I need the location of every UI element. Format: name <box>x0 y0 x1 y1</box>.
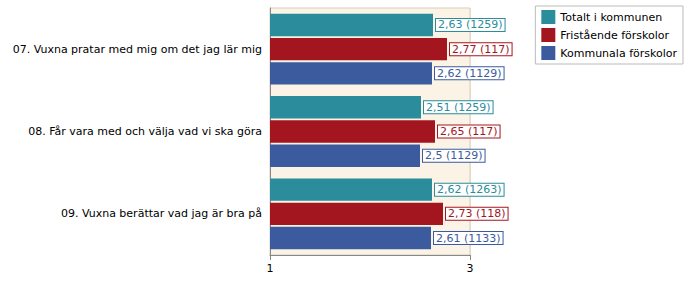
svg-text:Kommunala förskolor: Kommunala förskolor <box>560 47 677 60</box>
svg-text:2,51 (1259): 2,51 (1259) <box>426 101 491 114</box>
svg-text:3: 3 <box>467 262 474 275</box>
svg-text:2,77 (117): 2,77 (117) <box>452 43 510 56</box>
svg-text:Fristående förskolor: Fristående förskolor <box>560 29 669 42</box>
svg-text:Totalt i kommunen: Totalt i kommunen <box>559 11 662 24</box>
svg-text:07. Vuxna pratar med mig om de: 07. Vuxna pratar med mig om det jag lär … <box>13 43 262 56</box>
svg-text:2,73 (118): 2,73 (118) <box>448 207 506 220</box>
svg-text:2,65 (117): 2,65 (117) <box>440 125 498 138</box>
svg-text:2,62 (1263): 2,62 (1263) <box>437 183 502 196</box>
svg-text:08. Får vara med och välja vad: 08. Får vara med och välja vad vi ska gö… <box>28 125 262 138</box>
svg-text:2,62 (1129): 2,62 (1129) <box>437 67 502 80</box>
svg-text:2,63 (1259): 2,63 (1259) <box>438 18 503 31</box>
svg-text:1: 1 <box>267 262 274 275</box>
svg-text:2,61 (1133): 2,61 (1133) <box>436 232 501 245</box>
svg-text:09. Vuxna berättar vad jag är: 09. Vuxna berättar vad jag är bra på <box>61 207 262 220</box>
svg-text:2,5 (1129): 2,5 (1129) <box>425 149 483 162</box>
